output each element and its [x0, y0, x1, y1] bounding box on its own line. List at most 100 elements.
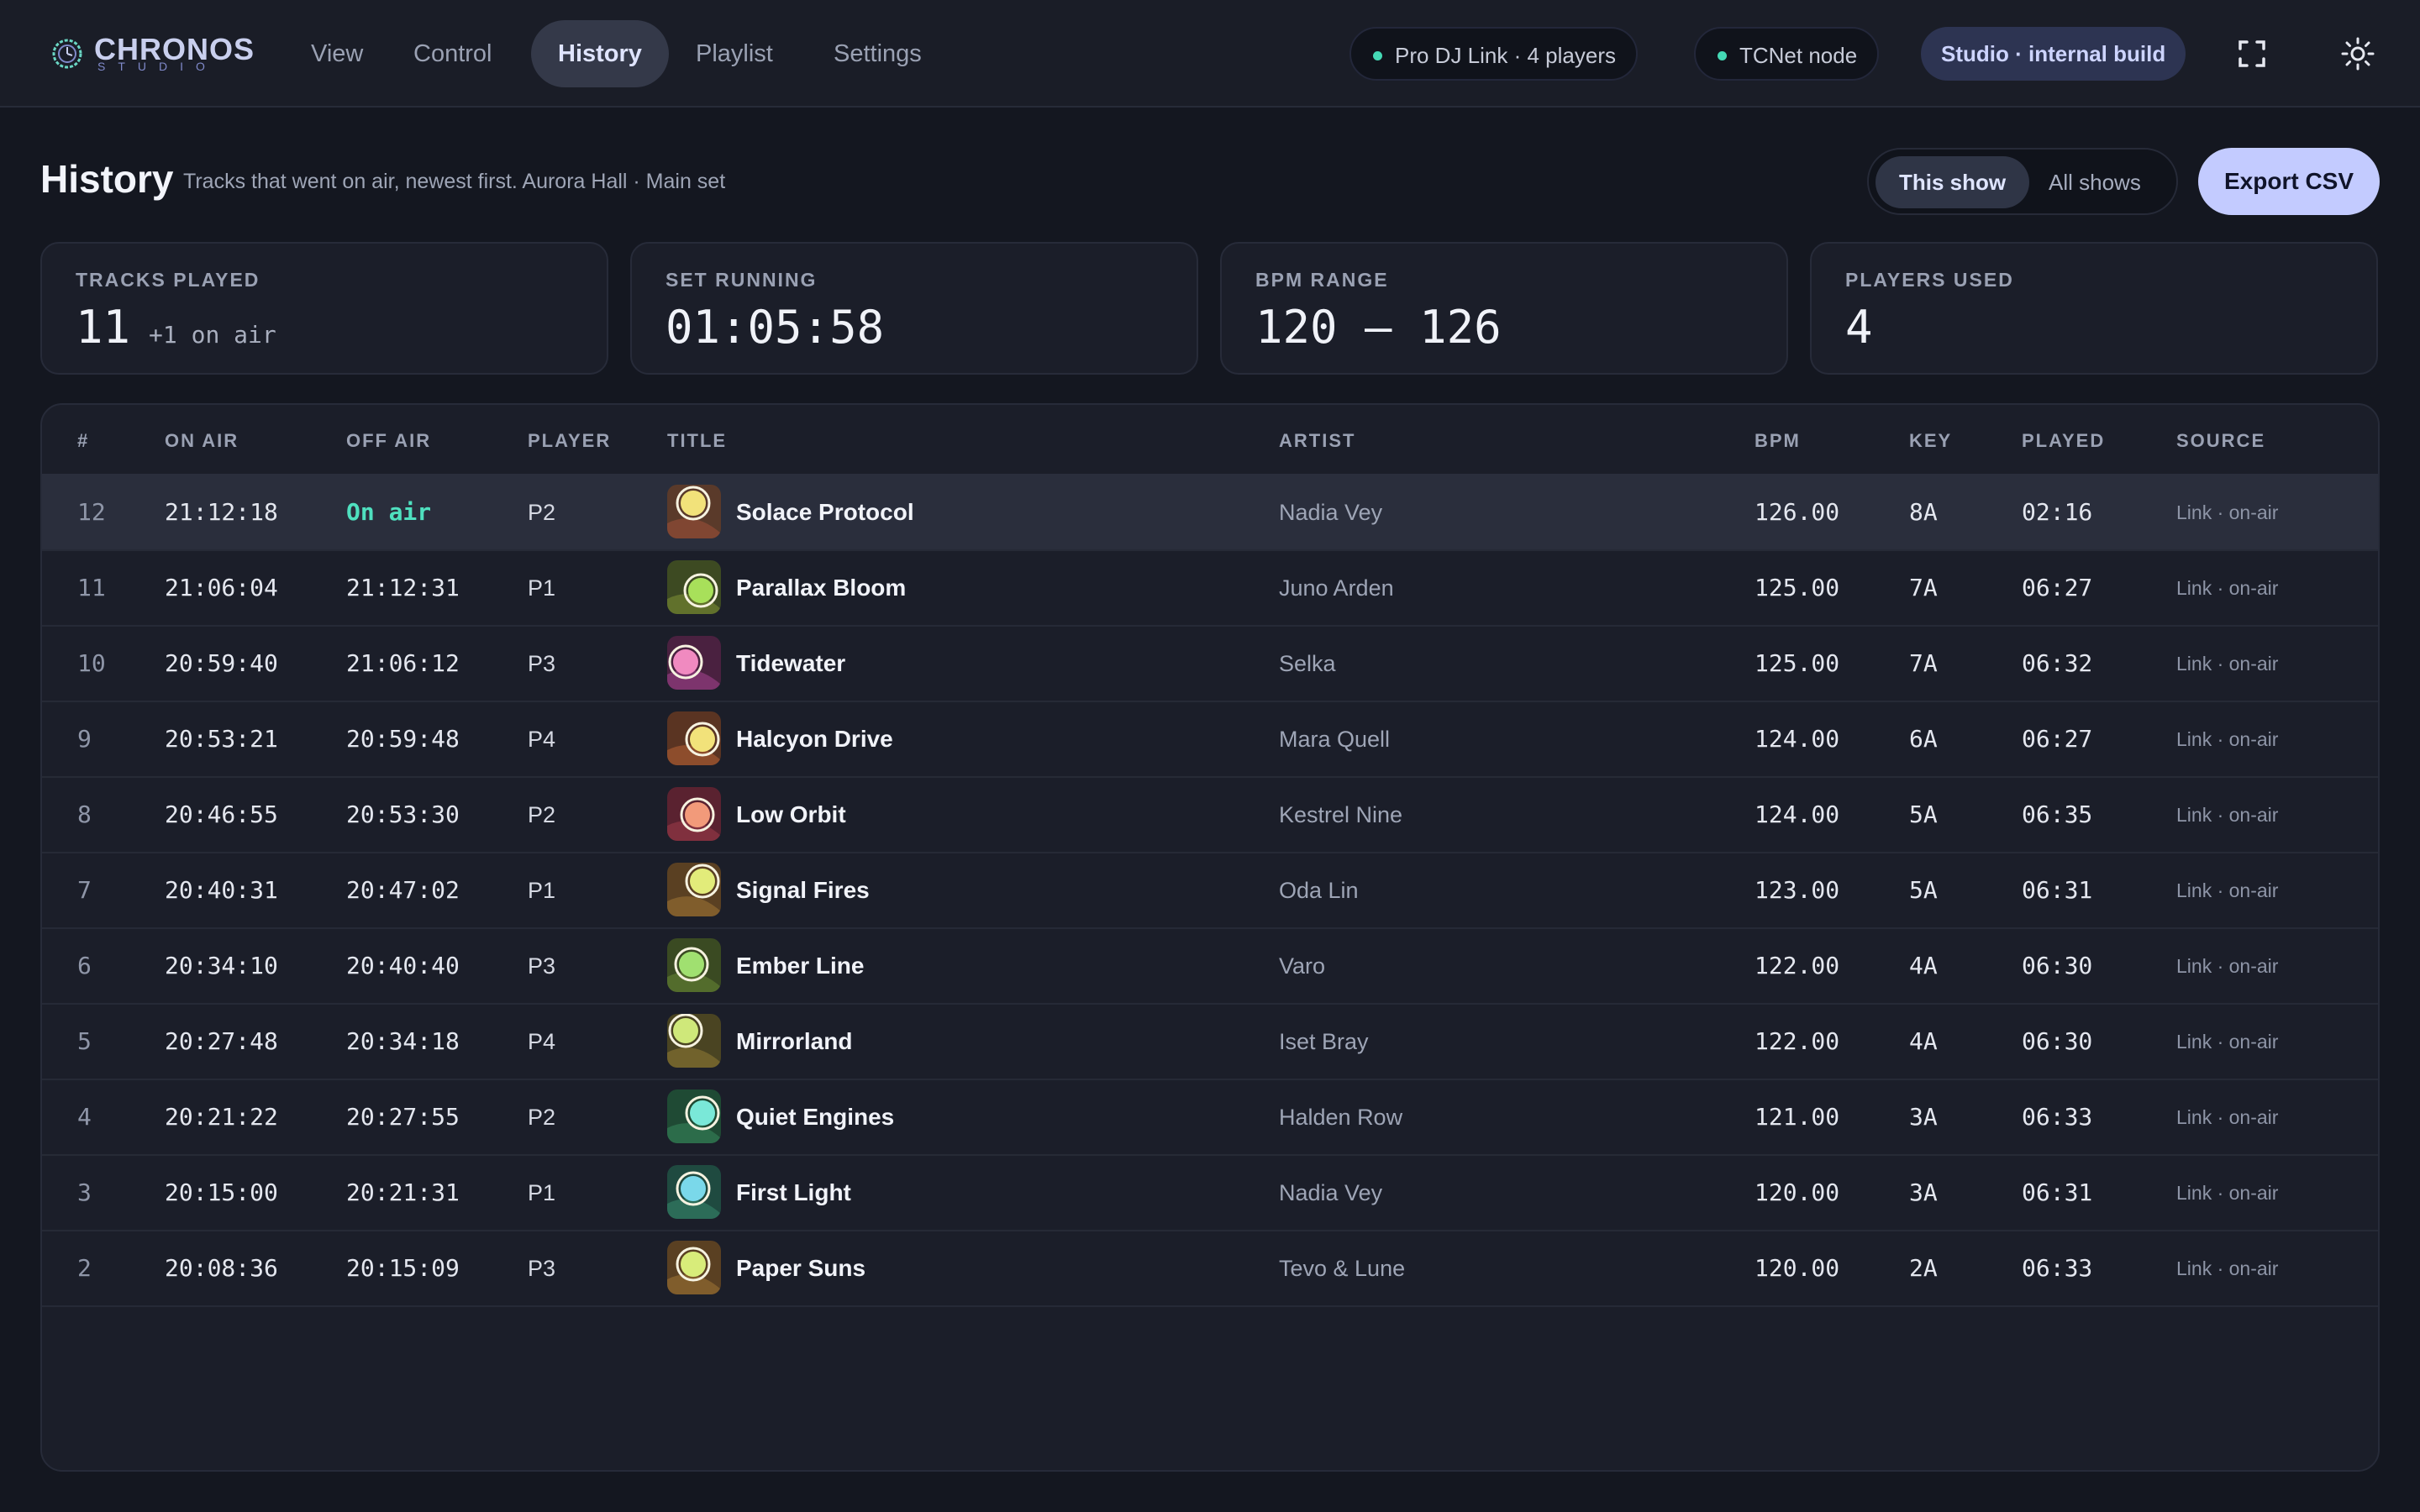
track-title[interactable]: Paper Suns	[736, 1255, 866, 1281]
row-number: 3	[77, 1179, 92, 1206]
track-artist: Nadia Vey	[1279, 1180, 1383, 1205]
nav-view[interactable]: View	[311, 40, 364, 67]
nav-settings[interactable]: Settings	[834, 40, 922, 67]
track-key: 7A	[1909, 574, 1938, 601]
album-art-icon	[667, 1165, 721, 1219]
off-air-time: On air	[346, 498, 432, 526]
row-number: 11	[77, 574, 106, 601]
on-air-time: 20:53:21	[165, 725, 278, 753]
track-title[interactable]: Ember Line	[736, 953, 865, 979]
track-title[interactable]: Parallax Bloom	[736, 575, 907, 601]
off-air-time: 20:59:48	[346, 725, 460, 753]
track-bpm: 125.00	[1754, 649, 1840, 677]
logo-name: CHRONOS	[94, 32, 255, 66]
header-title[interactable]: TITLE	[667, 430, 728, 451]
track-title[interactable]: Solace Protocol	[736, 499, 914, 525]
stat-value: 120 – 126	[1255, 301, 1502, 354]
prodj-link-status[interactable]: Pro DJ Link · 4 players	[1349, 27, 1638, 81]
off-air-time: 20:53:30	[346, 801, 460, 828]
nav-playlist[interactable]: Playlist	[696, 40, 773, 67]
played-duration: 06:33	[2022, 1103, 2093, 1131]
on-air-time: 20:46:55	[165, 801, 278, 828]
nav-history[interactable]: History	[531, 20, 669, 87]
header-source[interactable]: SOURCE	[2176, 430, 2266, 451]
track-bpm: 122.00	[1754, 952, 1840, 979]
row-number: 8	[77, 801, 92, 828]
table-row[interactable]: 5 20:27:48 20:34:18 P4 Mirrorland Iset Bray 12…	[42, 1005, 2378, 1080]
stat-value: 01:05:58	[666, 301, 885, 354]
off-air-time: 21:12:31	[346, 574, 460, 601]
scope-all-shows[interactable]: All shows	[2049, 170, 2141, 195]
album-art-icon	[667, 560, 721, 614]
header-player[interactable]: PLAYER	[528, 430, 612, 451]
table-row[interactable]: 9 20:53:21 20:59:48 P4 Halcyon Drive Mara Que…	[42, 702, 2378, 778]
scope-this-show[interactable]: This show	[1876, 156, 2030, 208]
track-artist: Halden Row	[1279, 1105, 1403, 1130]
off-air-time: 20:47:02	[346, 876, 460, 904]
track-key: 4A	[1909, 952, 1938, 979]
nav-control[interactable]: Control	[413, 40, 492, 67]
fullscreen-icon[interactable]	[2232, 34, 2272, 74]
track-title[interactable]: Halcyon Drive	[736, 726, 893, 752]
on-air-time: 20:59:40	[165, 649, 278, 677]
header-number[interactable]: #	[77, 430, 90, 451]
table-row[interactable]: 8 20:46:55 20:53:30 P2 Low Orbit Kestrel Nine…	[42, 778, 2378, 853]
header-artist[interactable]: ARTIST	[1279, 430, 1356, 451]
row-number: 7	[77, 876, 92, 904]
album-art-icon	[667, 711, 721, 765]
stat-players-used: PLAYERS USED 4	[1810, 242, 2378, 375]
track-title[interactable]: Mirrorland	[736, 1028, 853, 1054]
header-key[interactable]: KEY	[1909, 430, 1953, 451]
played-duration: 06:31	[2022, 876, 2093, 904]
track-artist: Tevo & Lune	[1279, 1256, 1406, 1281]
header-played[interactable]: PLAYED	[2022, 430, 2106, 451]
off-air-time: 21:06:12	[346, 649, 460, 677]
off-air-time: 20:21:31	[346, 1179, 460, 1206]
track-title[interactable]: Tidewater	[736, 650, 846, 676]
export-csv-button[interactable]: Export CSV	[2198, 148, 2380, 215]
stat-value: 4	[1845, 301, 1873, 354]
row-number: 12	[77, 498, 106, 526]
player-id: P4	[528, 727, 556, 752]
table-row[interactable]: 12 21:12:18 On air P2 Solace Protocol Nadia V…	[42, 475, 2378, 551]
track-source: Link · on-air	[2176, 804, 2279, 826]
app-logo[interactable]: CHRONOS STUDIO	[49, 32, 254, 76]
track-bpm: 125.00	[1754, 574, 1840, 601]
track-bpm: 124.00	[1754, 725, 1840, 753]
history-table: # ON AIR OFF AIR PLAYER TITLE ARTIST BPM…	[40, 403, 2380, 1472]
stat-set-running: SET RUNNING 01:05:58	[630, 242, 1198, 375]
header-bpm[interactable]: BPM	[1754, 430, 1801, 451]
table-row[interactable]: 10 20:59:40 21:06:12 P3 Tidewater Selka 125.00…	[42, 627, 2378, 702]
album-art-icon	[667, 787, 721, 841]
header-on-air[interactable]: ON AIR	[165, 430, 239, 451]
track-title[interactable]: Signal Fires	[736, 877, 870, 903]
header-off-air[interactable]: OFF AIR	[346, 430, 432, 451]
tcnet-status[interactable]: TCNet node	[1694, 27, 1880, 81]
table-row[interactable]: 6 20:34:10 20:40:40 P3 Ember Line Varo 122.00 4…	[42, 929, 2378, 1005]
on-air-time: 20:34:10	[165, 952, 278, 979]
table-row[interactable]: 2 20:08:36 20:15:09 P3 Paper Suns Tevo & Lune…	[42, 1231, 2378, 1307]
track-title[interactable]: First Light	[736, 1179, 851, 1205]
track-artist: Juno Arden	[1279, 575, 1394, 601]
played-duration: 06:31	[2022, 1179, 2093, 1206]
stat-suffix: +1 on air	[149, 321, 276, 349]
track-title[interactable]: Quiet Engines	[736, 1104, 895, 1130]
on-air-time: 20:08:36	[165, 1254, 278, 1282]
track-artist: Nadia Vey	[1279, 500, 1383, 525]
player-id: P4	[528, 1029, 556, 1054]
table-row[interactable]: 4 20:21:22 20:27:55 P2 Quiet Engines Halden R…	[42, 1080, 2378, 1156]
track-source: Link · on-air	[2176, 501, 2279, 523]
track-bpm: 122.00	[1754, 1027, 1840, 1055]
table-row[interactable]: 3 20:15:00 20:21:31 P1 First Light Nadia Vey 1…	[42, 1156, 2378, 1231]
on-air-time: 20:21:22	[165, 1103, 278, 1131]
table-row[interactable]: 7 20:40:31 20:47:02 P1 Signal Fires Oda Lin 12…	[42, 853, 2378, 929]
stat-label: BPM RANGE	[1255, 269, 1389, 291]
track-artist: Kestrel Nine	[1279, 802, 1403, 827]
table-row[interactable]: 11 21:06:04 21:12:31 P1 Parallax Bloom Juno A…	[42, 551, 2378, 627]
off-air-time: 20:15:09	[346, 1254, 460, 1282]
track-title[interactable]: Low Orbit	[736, 801, 846, 827]
sun-icon[interactable]	[2338, 34, 2378, 74]
row-number: 4	[77, 1103, 92, 1131]
player-id: P2	[528, 1105, 556, 1130]
track-key: 2A	[1909, 1254, 1938, 1282]
